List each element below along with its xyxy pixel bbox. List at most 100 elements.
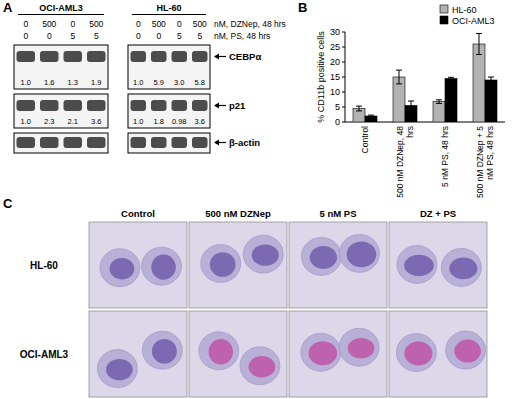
error-bar <box>396 70 402 84</box>
y-tick <box>342 122 345 123</box>
panel-label: C <box>3 196 13 211</box>
micrograph <box>289 222 387 308</box>
legend-swatch <box>440 16 448 24</box>
cell-cytoplasm <box>240 347 280 385</box>
blot-band <box>131 51 147 62</box>
y-axis-label: % CD11b positive cells <box>316 31 326 123</box>
y-tick-label: 20 <box>330 57 340 67</box>
blot-band <box>131 100 147 111</box>
band-quantification: 3.0 <box>174 78 184 87</box>
y-tick-label: 30 <box>330 27 340 37</box>
blot-band <box>151 51 167 62</box>
header-underline <box>132 14 206 15</box>
band-quantification: 1.3 <box>68 78 78 87</box>
micrograph <box>389 311 487 397</box>
band-label: CEBPα <box>229 51 261 62</box>
blot-band <box>64 100 83 111</box>
band-arrow-head <box>214 103 219 109</box>
figure: ABCOCI-AML3HL-600500050005000500nM, DZNe… <box>0 0 520 399</box>
blot-band <box>172 137 188 148</box>
blot-band <box>64 137 83 148</box>
category-label-line: Control <box>360 126 370 154</box>
column-header: 500 nM DZNep <box>205 208 271 219</box>
y-tick-label: 15 <box>330 72 340 82</box>
blot-band <box>17 137 36 148</box>
blot-frame <box>14 94 108 128</box>
cell-line-header: HL-60 <box>156 3 181 13</box>
micrograph-panel: Control500 nM DZNep5 nM PSDZ + PSHL-60OC… <box>20 208 487 397</box>
cell-cytoplasm <box>446 331 486 369</box>
cell-cytoplasm <box>397 245 437 283</box>
band-quantification: 0.98 <box>172 117 187 126</box>
y-tick <box>342 77 345 78</box>
blot-band <box>192 51 208 62</box>
category-label-line: 500 nM DZNep, 48 <box>395 126 405 198</box>
error-bar <box>408 101 414 110</box>
legend-label: OCI-AML3 <box>452 16 495 26</box>
error-bar <box>356 106 362 111</box>
dose-label: 500 <box>42 19 56 29</box>
blot-band <box>151 137 167 148</box>
cell-nucleus <box>348 338 375 359</box>
y-tick <box>342 107 345 108</box>
treatment-label: nM, PS, 48 hrs <box>214 31 270 41</box>
cell-nucleus <box>152 339 177 364</box>
error-bar <box>488 77 494 83</box>
band-quantification: 1.0 <box>133 78 143 87</box>
panel-label: B <box>298 0 307 15</box>
dose-label: 0 <box>23 19 28 29</box>
y-tick-label: 10 <box>330 87 340 97</box>
blot-band <box>17 51 36 62</box>
bar <box>433 102 445 122</box>
cell-nucleus <box>252 244 279 265</box>
micrograph <box>89 222 187 308</box>
cell-line-header: OCI-AML3 <box>39 3 83 13</box>
cell-nucleus <box>209 339 233 365</box>
y-tick-label: 0 <box>335 117 340 127</box>
column-header: 5 nM PS <box>320 208 357 219</box>
dose-label: 500 <box>152 19 166 29</box>
blot-band <box>87 100 106 111</box>
cell-cytoplasm <box>199 332 239 370</box>
blot-band <box>40 51 59 62</box>
blot-band <box>172 51 188 62</box>
band-quantification: 5.8 <box>195 78 205 87</box>
y-tick <box>342 62 345 63</box>
cell-cytoplasm <box>396 334 436 372</box>
category-label-line: 5 nM PS, 48 hrs <box>440 126 450 187</box>
bar <box>445 79 457 123</box>
y-tick <box>342 47 345 48</box>
cell-nucleus <box>309 341 338 365</box>
blot-band <box>40 100 59 111</box>
cell-nucleus <box>106 359 133 380</box>
bar <box>485 80 497 122</box>
row-label: OCI-AML3 <box>20 349 69 360</box>
blot-frame <box>128 94 210 128</box>
cell-cytoplasm <box>142 331 182 369</box>
bar <box>473 44 485 122</box>
blot-frame <box>128 133 210 153</box>
band-quantification: 2.3 <box>44 117 54 126</box>
blot-frame <box>128 45 210 89</box>
cell-nucleus <box>248 356 275 377</box>
category-label: 500 nM DZNep, 48hrs <box>395 126 415 198</box>
bar-chart: 051015202530% CD11b positive cellsContro… <box>316 5 505 199</box>
band-quantification: 1.9 <box>91 78 101 87</box>
cell-nucleus <box>404 342 432 366</box>
dose-label: 500 <box>193 19 207 29</box>
header-underline <box>18 14 104 15</box>
dose-label: 0 <box>136 19 141 29</box>
dose-label: 0 <box>177 19 182 29</box>
cell-cytoplasm <box>100 249 140 287</box>
blot-frame <box>14 133 108 153</box>
cell-nucleus <box>110 258 135 279</box>
y-tick <box>342 32 345 33</box>
band-label: p21 <box>229 100 246 111</box>
cell-nucleus <box>404 255 434 276</box>
cell-nucleus <box>210 252 236 277</box>
panel-label: A <box>3 0 13 15</box>
blot-frame <box>14 45 108 89</box>
blot-band <box>17 100 36 111</box>
treatment-label: nM, DZNep, 48 hrs <box>214 19 286 29</box>
cell-nucleus <box>454 340 481 363</box>
